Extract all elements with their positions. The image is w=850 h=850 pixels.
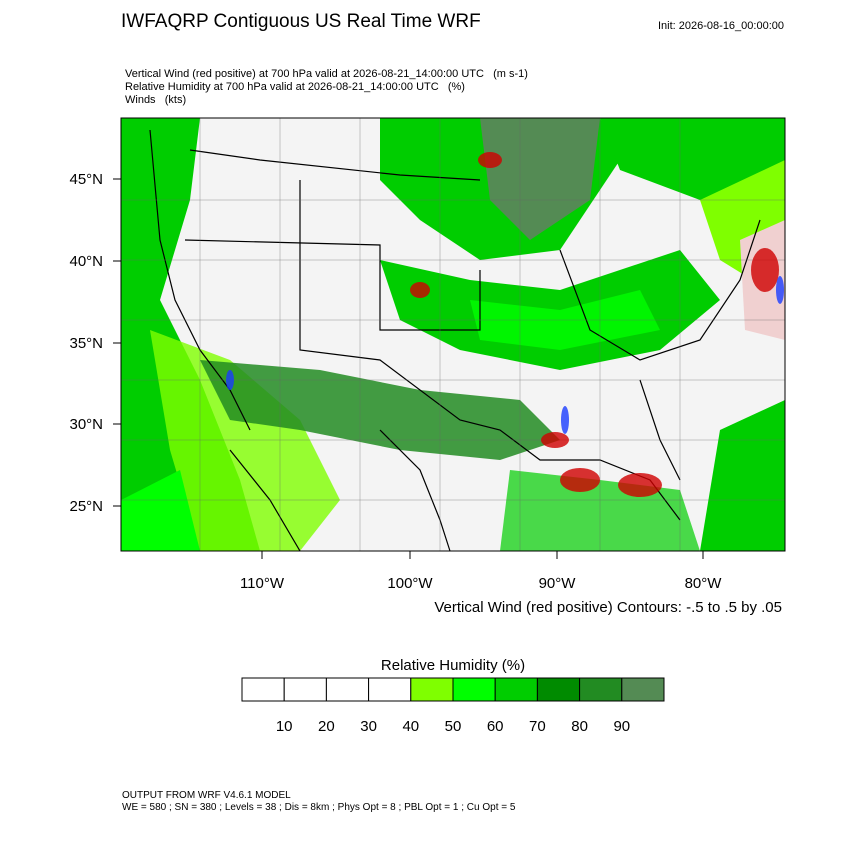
- map-frame: [120, 117, 786, 552]
- colorbar-box: [283, 677, 327, 702]
- footer-line: WE = 580 ; SN = 380 ; Levels = 38 ; Dis …: [122, 802, 516, 813]
- colorbar: 10 20 30 40 50 60 70 80 90: [241, 677, 665, 735]
- lat-label: 25°N: [69, 498, 103, 515]
- colorbar-tick-label: 30: [360, 718, 377, 735]
- field-label: Relative Humidity at 700 hPa valid at 20…: [125, 81, 465, 93]
- lat-label: 35°N: [69, 335, 103, 352]
- lon-label: 100°W: [387, 575, 433, 592]
- lon-label: 110°W: [240, 575, 285, 592]
- colorbar-box: [452, 677, 496, 702]
- colorbar-tick-label: 60: [487, 718, 504, 735]
- colorbar-box: [410, 677, 454, 702]
- colorbar-box: [325, 677, 370, 702]
- init-time: Init: 2026-08-16_00:00:00: [658, 20, 784, 32]
- colorbar-box: [536, 677, 581, 702]
- colorbar-box: [621, 677, 665, 702]
- field-label: Winds (kts): [125, 94, 186, 106]
- lat-label: 30°N: [69, 416, 103, 433]
- colorbar-box: [241, 677, 285, 702]
- contour-note: Vertical Wind (red positive) Contours: -…: [434, 599, 782, 616]
- colorbar-box: [494, 677, 538, 702]
- colorbar-tick-label: 80: [571, 718, 588, 735]
- colorbar-tick-label: 40: [402, 718, 419, 735]
- lon-label: 80°W: [685, 575, 723, 592]
- footer-line: OUTPUT FROM WRF V4.6.1 MODEL: [122, 790, 291, 801]
- lat-label: 40°N: [69, 253, 103, 270]
- colorbar-tick-label: 70: [529, 718, 546, 735]
- colorbar-title: Relative Humidity (%): [381, 657, 525, 674]
- map: [121, 118, 785, 551]
- lon-label: 90°W: [539, 575, 577, 592]
- colorbar-tick-label: 90: [613, 718, 630, 735]
- colorbar-tick-label: 50: [445, 718, 462, 735]
- field-label: Vertical Wind (red positive) at 700 hPa …: [125, 68, 528, 80]
- colorbar-tick-label: 20: [318, 718, 335, 735]
- lat-label: 45°N: [69, 171, 103, 188]
- colorbar-box: [368, 677, 412, 702]
- colorbar-tick-label: 10: [276, 718, 293, 735]
- colorbar-box: [579, 677, 623, 702]
- title: IWFAQRP Contiguous US Real Time WRF: [121, 11, 481, 32]
